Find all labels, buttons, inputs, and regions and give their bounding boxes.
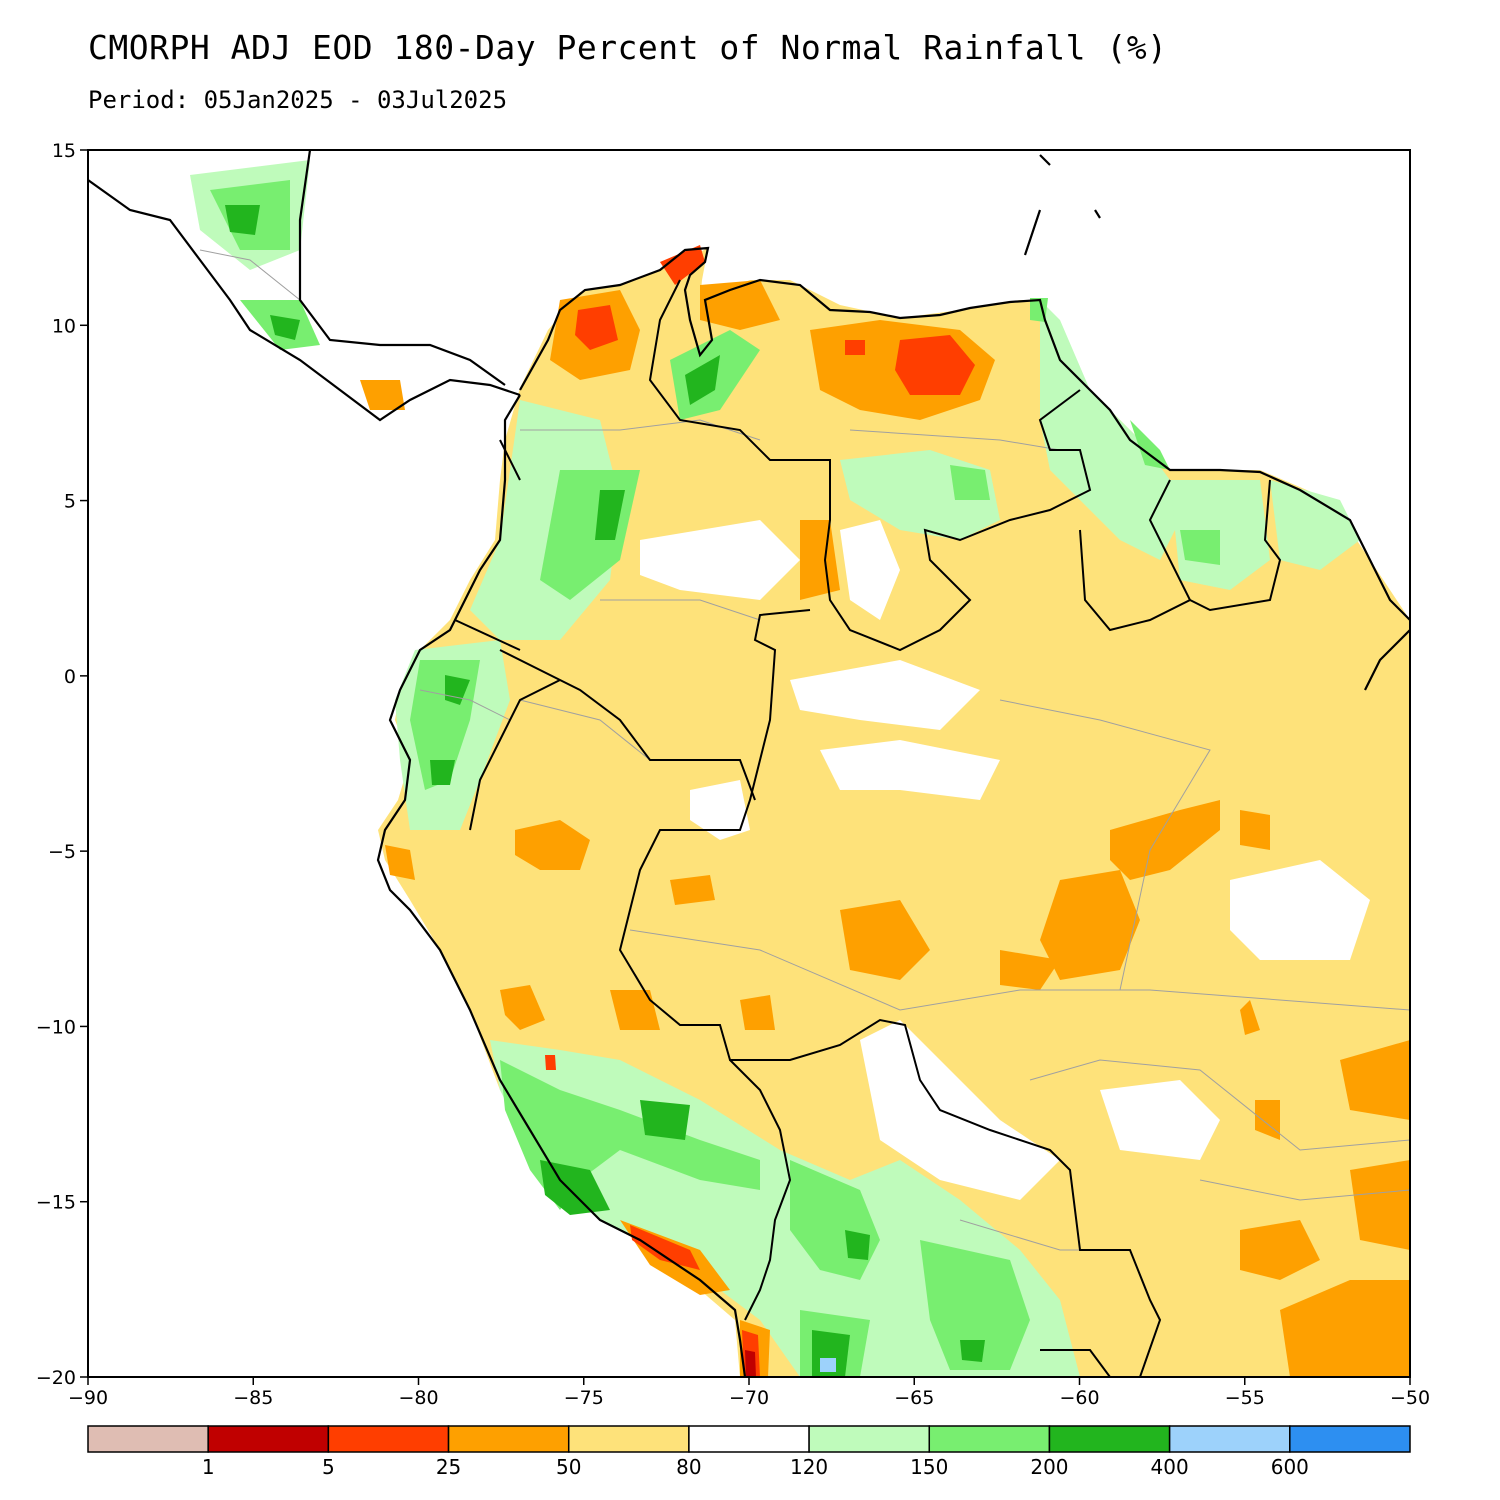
x-tick-label: −60: [1059, 1387, 1099, 1409]
y-tick-label: −15: [36, 1192, 76, 1214]
map-plot-area: [88, 150, 1410, 1377]
x-tick-label: −85: [233, 1387, 273, 1409]
y-tick-label: −10: [36, 1016, 76, 1038]
colorbar-label: 25: [436, 1455, 461, 1479]
wet-anomaly-regions: [190, 160, 1360, 1377]
colorbar-swatch: [327, 1425, 450, 1453]
central-america-land: [88, 150, 520, 420]
y-tick-label: −20: [36, 1367, 76, 1389]
y-tick-label: 0: [64, 666, 76, 688]
x-axis: −90 −85 −80 −75 −70 −65 −60 −55 −50: [68, 1377, 1430, 1409]
y-tick-label: −5: [48, 841, 76, 863]
x-tick-label: −50: [1390, 1387, 1430, 1409]
colorbar-swatch: [207, 1425, 330, 1453]
colorbar-label: 600: [1271, 1455, 1309, 1479]
y-tick-label: 15: [52, 140, 76, 162]
colorbar-swatch: [1168, 1425, 1291, 1453]
x-tick-label: −65: [894, 1387, 934, 1409]
colorbar-swatch: [567, 1425, 690, 1453]
x-tick-label: −70: [729, 1387, 769, 1409]
colorbar-swatch: [808, 1425, 931, 1453]
colorbar-label: 400: [1151, 1455, 1189, 1479]
chart-title: CMORPH ADJ EOD 180-Day Percent of Normal…: [88, 28, 1168, 67]
colorbar-label: 50: [556, 1455, 581, 1479]
colorbar-label: 1: [202, 1455, 215, 1479]
colorbar-swatch: [447, 1425, 570, 1453]
x-tick-label: −75: [564, 1387, 604, 1409]
country-boundaries: [454, 279, 1282, 1377]
colorbar-label: 120: [790, 1455, 828, 1479]
x-tick-label: −55: [1225, 1387, 1265, 1409]
x-tick-label: −80: [398, 1387, 438, 1409]
colorbar-swatch: [87, 1425, 209, 1453]
coastlines: [88, 150, 1410, 1377]
colorbar-swatch: [688, 1425, 810, 1453]
severe-dry-regions: [545, 245, 975, 1377]
y-tick-label: 5: [64, 491, 76, 513]
colorbar-swatch: [1048, 1425, 1171, 1453]
colorbar-swatch: [928, 1425, 1051, 1453]
near-normal-regions: [640, 520, 1370, 1200]
colorbar-swatch: [1289, 1425, 1411, 1453]
colorbar-label: 80: [676, 1455, 701, 1479]
y-axis: 15 10 5 0 −5 −10 −15 −20: [36, 140, 88, 1389]
colorbar-label: 150: [910, 1455, 948, 1479]
y-tick-label: 10: [52, 315, 76, 337]
x-tick-label: −90: [68, 1387, 108, 1409]
period-subtitle: Period: 05Jan2025 - 03Jul2025: [88, 86, 508, 114]
colorbar: 1 5 25 50 80 120 150 200 400 600: [87, 1425, 1411, 1479]
colorbar-label: 200: [1030, 1455, 1068, 1479]
colorbar-label: 5: [322, 1455, 335, 1479]
